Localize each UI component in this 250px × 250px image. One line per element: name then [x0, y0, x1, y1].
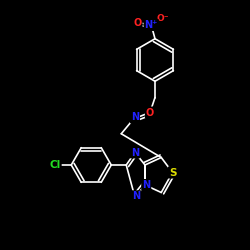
Text: O: O	[146, 108, 154, 118]
Text: N: N	[131, 148, 139, 158]
Text: N⁺: N⁺	[144, 20, 158, 30]
Text: O: O	[134, 18, 141, 28]
Text: S: S	[169, 168, 176, 177]
Text: N: N	[132, 191, 140, 201]
Text: N: N	[131, 112, 139, 122]
Text: Cl: Cl	[50, 160, 60, 170]
Text: N: N	[142, 180, 150, 190]
Text: O⁻: O⁻	[156, 14, 169, 23]
